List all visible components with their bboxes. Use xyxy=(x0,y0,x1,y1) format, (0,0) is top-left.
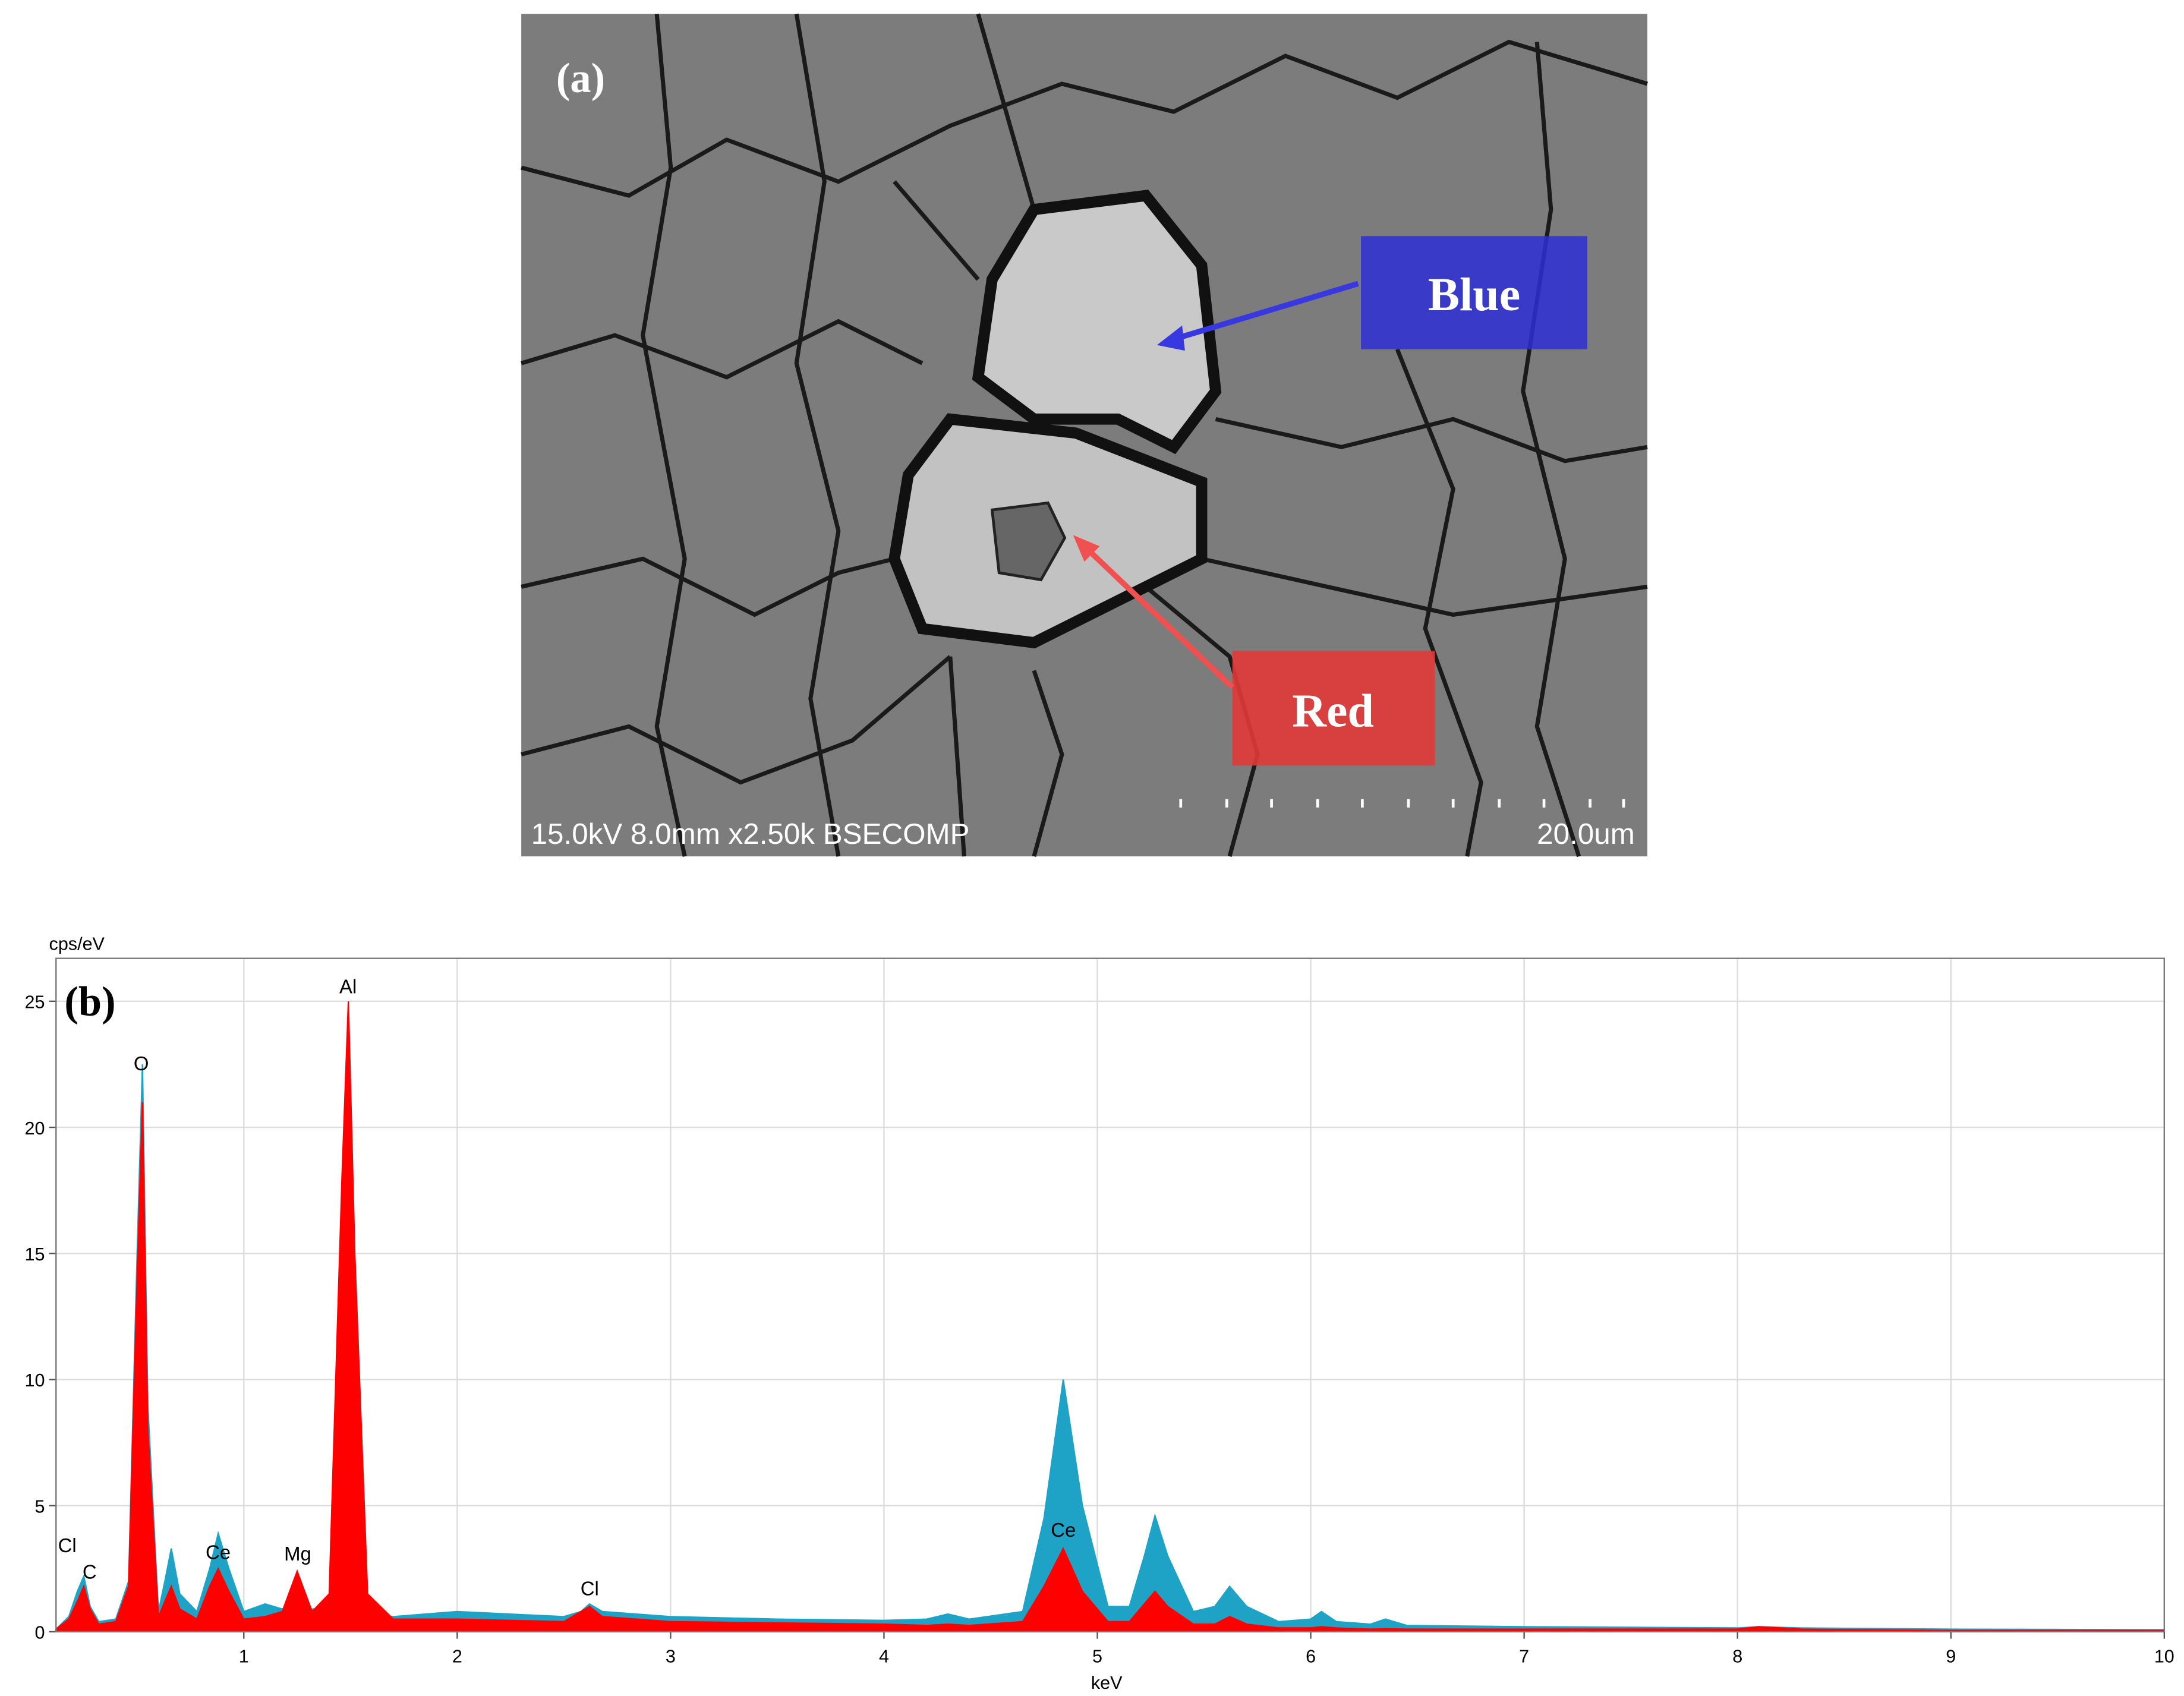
x-tick-label: 7 xyxy=(1519,1647,1529,1667)
panel-label: (a) xyxy=(556,55,605,102)
x-tick-label: 8 xyxy=(1732,1647,1742,1667)
y-tick-label: 25 xyxy=(25,992,45,1013)
peak-label: Cl xyxy=(58,1534,77,1556)
x-tick-label: 6 xyxy=(1306,1647,1316,1667)
peak-label: Ce xyxy=(1051,1519,1076,1541)
x-tick-label: 10 xyxy=(2154,1647,2174,1667)
blue-label: Blue xyxy=(1428,269,1520,321)
sem-image: (a) Blue Red 15.0kV 8.0mm x2.50k BSECOMP… xyxy=(521,13,1649,858)
x-tick-label: 9 xyxy=(1946,1647,1956,1667)
peak-label: O xyxy=(134,1052,149,1074)
scale-label: 20.0um xyxy=(1537,818,1635,850)
peak-label: Mg xyxy=(284,1543,311,1565)
blue-arrowhead xyxy=(1156,325,1185,351)
sem-caption: 15.0kV 8.0mm x2.50k BSECOMP xyxy=(531,818,970,850)
plot-area xyxy=(56,958,2164,1632)
peak-label: Cl xyxy=(581,1578,599,1600)
x-tick-label: 2 xyxy=(452,1647,462,1667)
y-tick-label: 0 xyxy=(34,1623,45,1643)
peak-label: C xyxy=(83,1561,97,1583)
particle-upper xyxy=(972,190,1222,455)
x-tick-label: 3 xyxy=(666,1647,676,1667)
inclusion xyxy=(990,501,1067,582)
red-box xyxy=(1232,651,1435,766)
red-arrowhead xyxy=(1073,535,1100,562)
x-tick-label: 4 xyxy=(879,1647,889,1667)
spectrum-area xyxy=(55,1064,2165,1633)
x-tick-label: 1 xyxy=(239,1647,249,1667)
blue-box xyxy=(1361,236,1587,349)
scale-bar xyxy=(1179,799,1625,808)
x-axis-label: keV xyxy=(1091,1673,1123,1693)
peak-label: Ce xyxy=(206,1541,231,1563)
cracks xyxy=(521,13,1649,858)
y-tick-label: 20 xyxy=(25,1118,45,1139)
panel-label: (b) xyxy=(64,979,115,1025)
red-label: Red xyxy=(1292,685,1374,737)
peak-label: Al xyxy=(339,975,357,997)
red-arrow xyxy=(1080,543,1235,690)
blue-arrow xyxy=(1167,280,1359,344)
y-axis-label: cps/eV xyxy=(49,934,105,954)
x-tick-label: 5 xyxy=(1092,1647,1102,1667)
plot-frame xyxy=(55,957,2165,1633)
y-tick-label: 5 xyxy=(34,1496,45,1517)
spectrum-chart: cps/eV keV 1 2 3 4 5 6 7 8 9 10 0 5 10 15 20 25 Cl C O Ce Mg… xyxy=(25,934,2174,1694)
spectrum-area xyxy=(55,1001,2165,1633)
y-tick-label: 15 xyxy=(25,1244,45,1265)
y-tick-label: 10 xyxy=(25,1370,45,1391)
